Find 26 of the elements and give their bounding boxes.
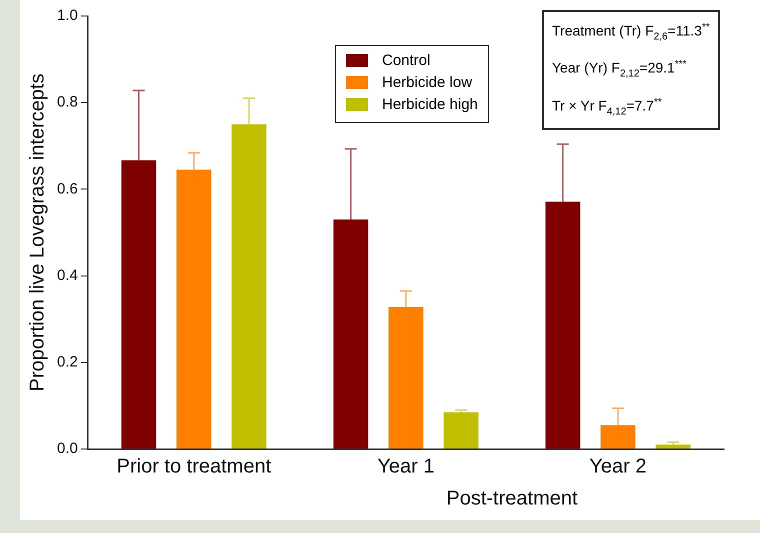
bar	[444, 412, 478, 448]
annotation: Treatment (Tr) F$_{2,6}$=11.3$^{**}$	[552, 21, 710, 44]
x-tick-label: Year 2	[589, 456, 647, 478]
legend-label: Control	[382, 52, 430, 69]
bar	[600, 425, 636, 448]
y-axis-title: Proportion live Lovegrass intercepts	[26, 74, 49, 392]
bar	[656, 444, 690, 448]
bar	[545, 202, 580, 448]
y-tick-label: 1.0	[56, 7, 78, 24]
x-tick-label: Prior to treatment	[116, 456, 272, 478]
bar	[388, 306, 424, 448]
y-tick-label: 0.2	[56, 354, 78, 371]
y-tick-label: 0.4	[56, 266, 78, 284]
y-tick-label: 0.8	[56, 94, 78, 111]
bar	[333, 220, 368, 448]
annotation: Year (Yr) F$_{2,12}$=29.1$^{***}$	[552, 58, 688, 82]
annotation: Tr × Yr F$_{4,12}$=7.7$^{**}$	[552, 96, 663, 120]
bar	[121, 160, 156, 448]
bar	[232, 124, 266, 448]
legend-label: Herbicide low	[382, 74, 472, 91]
x-axis-title: Post-treatment	[446, 488, 578, 510]
x-tick-label: Year 1	[377, 456, 434, 478]
bar	[176, 170, 212, 448]
y-tick-label: 0.0	[56, 440, 78, 458]
y-tick-label: 0.6	[56, 180, 78, 198]
legend-label: Herbicide high	[382, 96, 478, 113]
